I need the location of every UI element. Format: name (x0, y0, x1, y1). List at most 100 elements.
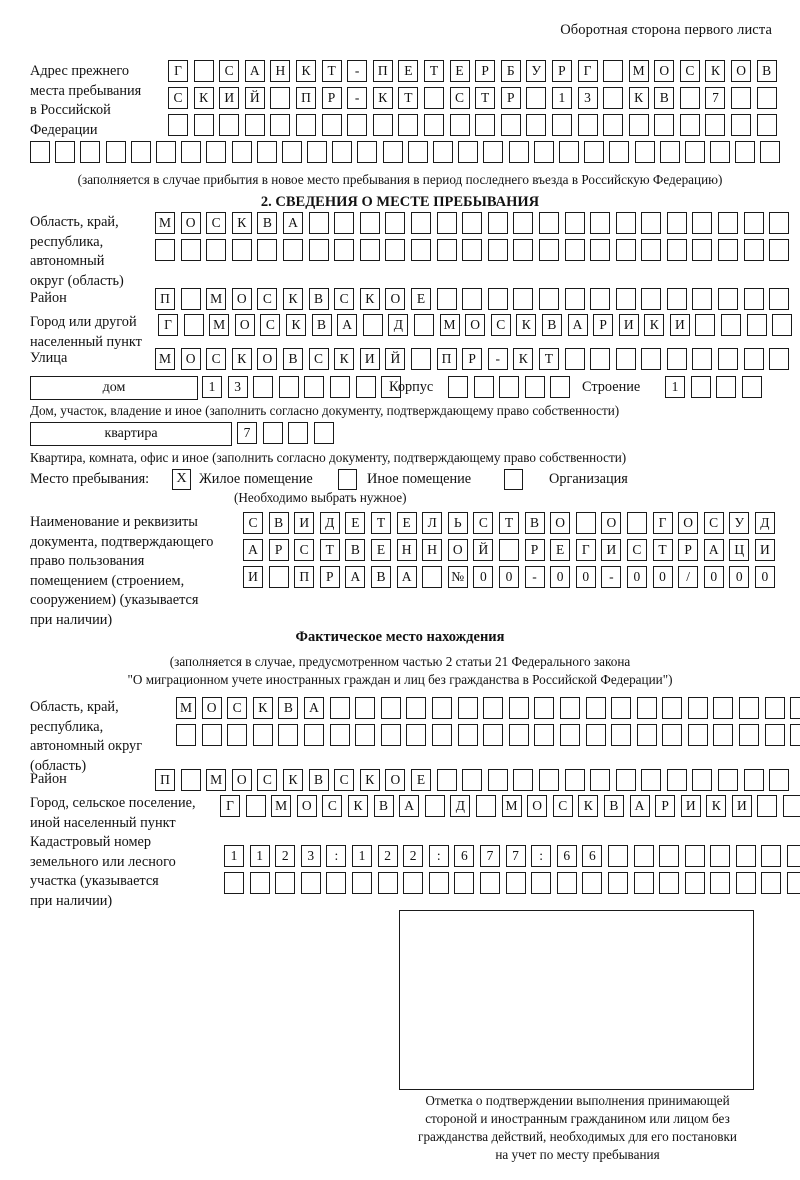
cadastral-row-2[interactable] (224, 872, 800, 894)
char-cell[interactable]: 0 (550, 566, 571, 588)
char-cell[interactable] (666, 769, 687, 791)
char-cell[interactable]: 2 (275, 845, 296, 867)
char-cell[interactable]: Е (370, 539, 391, 561)
char-cell[interactable] (692, 288, 713, 310)
char-cell[interactable]: С (449, 87, 470, 109)
char-cell[interactable]: 1 (351, 845, 372, 867)
char-cell[interactable] (564, 769, 585, 791)
char-cell[interactable]: Р (462, 348, 483, 370)
char-cell[interactable]: И (680, 795, 701, 817)
char-cell[interactable]: К (359, 769, 380, 791)
char-cell[interactable] (257, 239, 278, 261)
char-cell[interactable] (538, 212, 559, 234)
char-cell[interactable] (615, 239, 636, 261)
char-cell[interactable]: И (294, 512, 315, 534)
char-cell[interactable] (357, 141, 378, 163)
char-cell[interactable]: С (294, 539, 315, 561)
char-cell[interactable] (743, 239, 764, 261)
char-cell[interactable]: С (219, 60, 240, 82)
char-cell[interactable]: И (219, 87, 240, 109)
char-cell[interactable] (431, 697, 452, 719)
char-cell[interactable] (380, 697, 401, 719)
char-cell[interactable]: В (257, 212, 278, 234)
char-cell[interactable]: К (285, 314, 306, 336)
char-cell[interactable]: Й (473, 539, 494, 561)
char-cell[interactable] (181, 141, 202, 163)
char-cell[interactable]: Т (321, 60, 342, 82)
char-cell[interactable] (526, 114, 547, 136)
char-cell[interactable]: К (231, 212, 252, 234)
char-cell[interactable] (303, 724, 324, 746)
char-cell[interactable] (334, 212, 355, 234)
char-cell[interactable]: У (729, 512, 750, 534)
char-cell[interactable] (436, 288, 457, 310)
char-cell[interactable] (559, 724, 580, 746)
char-cell[interactable] (231, 239, 252, 261)
char-cell[interactable]: Е (410, 288, 431, 310)
char-cell[interactable]: В (370, 566, 391, 588)
char-cell[interactable] (30, 141, 50, 163)
char-cell[interactable] (295, 114, 316, 136)
char-cell[interactable] (692, 348, 713, 370)
char-cell[interactable]: К (334, 348, 355, 370)
char-cell[interactable]: : (531, 845, 552, 867)
char-cell[interactable]: С (260, 314, 281, 336)
char-cell[interactable]: А (396, 566, 417, 588)
char-cell[interactable]: Т (398, 87, 419, 109)
char-cell[interactable] (487, 288, 508, 310)
char-cell[interactable]: Т (319, 539, 340, 561)
char-cell[interactable] (381, 376, 402, 398)
char-cell[interactable] (741, 376, 762, 398)
char-cell[interactable]: 1 (551, 87, 572, 109)
char-cell[interactable] (424, 795, 445, 817)
char-cell[interactable] (526, 87, 547, 109)
char-cell[interactable] (641, 769, 662, 791)
char-cell[interactable]: В (311, 314, 332, 336)
char-cell[interactable] (607, 872, 628, 894)
char-cell[interactable] (577, 114, 598, 136)
char-cell[interactable] (508, 724, 529, 746)
char-cell[interactable] (615, 348, 636, 370)
char-cell[interactable]: К (644, 314, 665, 336)
char-cell[interactable] (380, 724, 401, 746)
char-cell[interactable] (281, 141, 302, 163)
char-cell[interactable]: О (465, 314, 486, 336)
char-cell[interactable]: И (601, 539, 622, 561)
char-cell[interactable]: Т (370, 512, 391, 534)
char-cell[interactable] (377, 872, 398, 894)
char-cell[interactable] (551, 114, 572, 136)
char-cell[interactable] (431, 724, 452, 746)
stay-type-checkbox-other[interactable] (338, 469, 357, 490)
char-cell[interactable]: М (209, 314, 230, 336)
char-cell[interactable]: П (295, 87, 316, 109)
char-cell[interactable] (731, 114, 752, 136)
char-cell[interactable] (609, 141, 630, 163)
char-cell[interactable] (534, 724, 555, 746)
char-cell[interactable] (436, 239, 457, 261)
char-cell[interactable] (687, 697, 708, 719)
char-cell[interactable] (641, 212, 662, 234)
char-cell[interactable]: Е (410, 769, 431, 791)
char-cell[interactable] (756, 114, 777, 136)
char-cell[interactable]: 6 (454, 845, 475, 867)
char-cell[interactable] (449, 114, 470, 136)
char-cell[interactable]: Е (449, 60, 470, 82)
char-cell[interactable] (256, 141, 277, 163)
char-cell[interactable]: Т (652, 539, 673, 561)
stroenie-row[interactable]: 1 (665, 376, 762, 398)
char-cell[interactable]: Н (270, 60, 291, 82)
char-cell[interactable]: Р (321, 87, 342, 109)
char-cell[interactable] (457, 697, 478, 719)
char-cell[interactable]: А (629, 795, 650, 817)
char-cell[interactable] (483, 697, 504, 719)
char-cell[interactable] (262, 422, 283, 444)
char-cell[interactable] (483, 141, 504, 163)
actual-region-row-2[interactable] (176, 724, 800, 746)
char-cell[interactable] (475, 795, 496, 817)
flat-row[interactable]: 7 (237, 422, 334, 444)
char-cell[interactable]: С (206, 212, 227, 234)
char-cell[interactable]: К (252, 697, 273, 719)
char-cell[interactable] (787, 872, 800, 894)
char-cell[interactable] (180, 239, 201, 261)
